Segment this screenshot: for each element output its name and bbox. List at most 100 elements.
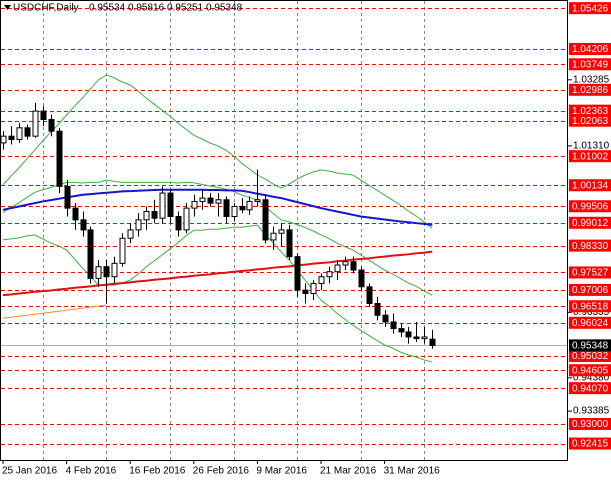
candle-body [127,229,134,239]
header-symbol: USDCHF,Daily [13,3,79,14]
candle-body [80,219,87,231]
x-tick-label: 9 Mar 2016 [256,466,307,477]
price-label-box [569,339,611,352]
x-tick-label: 25 Jan 2016 [2,466,57,477]
level-label: 1.00134 [572,180,609,191]
candle-body [8,135,15,141]
level-label-box [569,83,611,96]
candle-body [334,264,341,273]
level-label: 1.02363 [572,106,609,117]
candle-body [32,110,39,137]
level-label-box [569,239,611,252]
candle-body [374,302,381,316]
level-label: 1.01002 [572,151,609,162]
level-label: 0.94070 [572,383,609,394]
level-label-box [569,114,611,127]
indicator-line [2,74,433,229]
candle-body [429,338,436,346]
candle-body [239,205,246,211]
level-label-box [569,266,611,279]
level-label: 1.04206 [572,44,609,55]
candle-body [207,197,214,204]
level-label: 1.03749 [572,59,609,70]
candle-body [215,199,222,204]
level-label-box [569,179,611,192]
candle-body [24,127,31,137]
indicator-line [2,250,433,297]
candle-body [294,256,301,291]
candle-body [326,271,333,278]
candle-body [111,262,118,278]
candle-body [398,328,405,333]
indicator-line [2,304,107,319]
level-label: 0.99012 [572,218,609,229]
candle-body [278,229,285,234]
candle-body [421,336,428,340]
indicator-line [2,179,433,296]
candle-body [64,185,71,209]
candle-body [135,219,142,231]
grid-layer [43,1,425,460]
candle-body [191,200,198,209]
candle-body [199,197,206,202]
candle-body [0,135,7,144]
y-tick-label: 0.96335 [573,307,610,318]
level-label-box [569,104,611,117]
y-tick-label: 0.93385 [573,406,610,417]
candle-body [159,192,166,219]
candle-body [318,276,325,284]
y-tick-label: 0.94380 [573,372,610,383]
level-label: 0.96518 [572,301,609,312]
candle-body [231,205,238,217]
candle-body [405,331,412,338]
x-tick-label: 16 Feb 2016 [129,466,186,477]
candle-body [310,282,317,294]
candle-body [143,210,150,221]
candle-body [119,237,126,264]
header-close: 0.95348 [206,3,243,14]
header-arrow [4,5,11,10]
level-label-box [569,300,611,313]
y-tick-label: 1.01310 [573,141,610,152]
level-label: 1.05426 [572,3,609,14]
candle-layer [0,102,436,349]
candle-body [87,229,94,279]
candle-body [246,200,253,211]
level-label: 0.98330 [572,241,609,252]
candle-body [167,192,174,217]
candle-body [358,269,365,288]
header-high: 0.95816 [128,3,165,14]
candle-body [40,110,47,120]
candle-body [302,289,309,294]
level-label: 0.95032 [572,351,609,362]
candle-body [382,314,389,323]
level-label: 0.97006 [572,285,609,296]
candle-body [342,261,349,266]
price-label: 0.95348 [572,341,609,352]
level-label: 0.92415 [572,439,609,450]
candle-body [223,199,230,217]
level-layer [1,8,568,445]
level-label-box [569,58,611,71]
candle-body [151,210,158,219]
candle-body [366,286,373,304]
candle-body [286,229,293,258]
level-label: 0.93000 [572,419,609,430]
indicator-line [2,188,433,226]
y-tick-label: 1.03285 [573,74,610,85]
level-label-box [569,2,611,15]
level-label-box [569,200,611,213]
candle-body [413,336,420,340]
x-tick-label: 31 Mar 2016 [384,466,441,477]
level-label: 0.96024 [572,318,609,329]
candle-body [183,207,190,231]
header-low: 0.95251 [167,3,204,14]
level-label: 1.02063 [572,116,609,127]
candle-body [16,127,23,141]
level-label-box [569,437,611,450]
candle-body [262,199,269,241]
candle-body [56,130,63,187]
level-label-box [569,283,611,296]
